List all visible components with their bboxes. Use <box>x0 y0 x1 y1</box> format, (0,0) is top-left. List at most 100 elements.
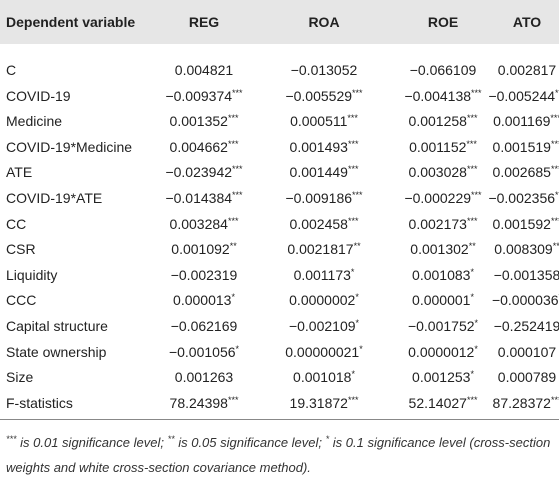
cell-value: 0.002458 <box>289 215 348 232</box>
table-cell: 0.001519*** <box>493 138 559 156</box>
cell-value: 0.0000012 <box>408 343 475 360</box>
row-label: ATE <box>6 164 33 181</box>
table-cell: 0.001302** <box>410 240 475 258</box>
row-label: COVID-19 <box>6 87 71 104</box>
significance-mark: *** <box>555 87 559 98</box>
cell-value: 0.008309 <box>494 241 553 258</box>
table-cell: 0.002685*** <box>493 163 559 181</box>
significance-mark: *** <box>550 113 559 124</box>
table-cell: −0.001752* <box>408 317 478 335</box>
significance-mark: *** <box>347 394 359 405</box>
significance-mark: *** <box>466 164 478 175</box>
table-cell: −0.013052 <box>291 61 358 79</box>
note-mark: *** <box>6 434 17 444</box>
table-cell: 0.002173*** <box>409 215 478 233</box>
significance-mark: *** <box>232 87 243 98</box>
significance-mark: *** <box>466 215 478 226</box>
row-label: Capital structure <box>6 318 108 334</box>
cell-value: 0.002173 <box>408 215 467 232</box>
cell-value: 78.24398 <box>169 394 228 411</box>
significance-mark: * <box>231 292 235 303</box>
table-cell: 0.0000002* <box>289 291 359 309</box>
significance-mark: * <box>355 292 359 303</box>
table-cell: 0.001253* <box>412 368 474 386</box>
table-cell: 0.001083* <box>412 266 474 284</box>
significance-mark: ** <box>468 241 476 252</box>
significance-mark: *** <box>347 138 359 149</box>
row-label: COVID-19*Medicine <box>6 138 133 155</box>
table-cell: 0.001352*** <box>170 112 239 130</box>
note-mark: ** <box>167 434 175 444</box>
cell-value: −0.002319 <box>170 266 238 283</box>
column-header: ROA <box>308 14 340 30</box>
note-text: (cross-section weights and white cross-s… <box>6 435 551 475</box>
cell-value: −0.066109 <box>409 62 477 78</box>
significance-mark: *** <box>347 164 359 175</box>
cell-value: 0.001258 <box>408 113 467 130</box>
column-header: REG <box>188 14 220 30</box>
row-label: CCC <box>6 292 37 309</box>
table-cell: 0.001152*** <box>409 138 477 156</box>
table-cell: −0.009186*** <box>285 189 362 207</box>
table-cell: 0.000789 <box>498 368 556 386</box>
significance-mark: ** <box>552 241 559 252</box>
cell-value: 0.001592 <box>492 215 551 232</box>
cell-value: −0.004138 <box>404 87 472 104</box>
significance-mark: *** <box>227 113 239 124</box>
significance-mark: *** <box>227 138 239 149</box>
table-cell: −0.000036* <box>492 291 559 309</box>
row-label: F-statistics <box>6 394 73 411</box>
cell-value: 0.001152 <box>409 138 467 155</box>
note-text: is 0.1 significance level <box>332 435 466 450</box>
significance-mark: ** <box>353 241 361 252</box>
table-cell: −0.004138*** <box>404 87 481 105</box>
table-cell: 0.002458*** <box>290 215 359 233</box>
significance-mark: * <box>350 266 355 277</box>
cell-value: −0.252419 <box>493 318 559 334</box>
table-cell: 0.000511*** <box>290 112 358 130</box>
row-label: C <box>6 62 17 78</box>
significance-mark: *** <box>227 394 239 405</box>
table-cell: −0.005529*** <box>285 87 362 105</box>
table-cell: 0.0000012* <box>408 343 478 361</box>
significance-mark: * <box>355 318 360 328</box>
significance-mark: *** <box>227 215 239 226</box>
table-rule <box>0 419 559 420</box>
table-cell: −0.023942*** <box>165 163 242 181</box>
significance-mark: *** <box>347 215 359 226</box>
table-cell: 19.31872*** <box>290 394 359 412</box>
significance-mark: * <box>351 369 355 380</box>
cell-value: 0.00000021 <box>285 343 360 360</box>
cell-value: 0.004662 <box>169 138 228 155</box>
row-label: Liquidity <box>6 266 58 283</box>
cell-value: 0.002817 <box>497 62 557 78</box>
table-cell: 78.24398*** <box>170 394 239 412</box>
table-cell: −0.014384*** <box>165 189 242 207</box>
cell-value: −0.009374 <box>165 87 233 104</box>
significance-mark: *** <box>347 113 358 124</box>
cell-value: −0.002356 <box>488 190 556 206</box>
cell-value: 0.001519 <box>492 138 551 155</box>
significance-mark: * <box>470 266 474 277</box>
significance-mark: *** <box>550 138 559 149</box>
row-label: CSR <box>6 241 36 258</box>
header-band <box>0 0 559 44</box>
cell-value: −0.001056 <box>168 343 236 360</box>
table-cell: 0.00000021* <box>285 343 362 361</box>
table-cell: −0.002109* <box>289 317 359 335</box>
cell-value: −0.023942 <box>165 164 233 181</box>
cell-value: 0.001302 <box>410 241 469 258</box>
table-cell: 0.001263 <box>175 368 233 386</box>
cell-value: −0.001358 <box>493 266 559 283</box>
cell-value: −0.005529 <box>285 87 353 104</box>
column-header: ATO <box>512 14 542 30</box>
cell-value: 52.14027 <box>408 394 467 411</box>
cell-value: 0.001263 <box>174 369 234 386</box>
significance-mark: *** <box>232 164 243 175</box>
footnote: *** is 0.01 significance level; ** is 0.… <box>6 430 556 480</box>
table-cell: 0.001169*** <box>493 112 559 130</box>
cell-value: 19.31872 <box>289 394 348 411</box>
cell-value: 0.001018 <box>293 369 352 386</box>
significance-mark: * <box>470 292 474 303</box>
